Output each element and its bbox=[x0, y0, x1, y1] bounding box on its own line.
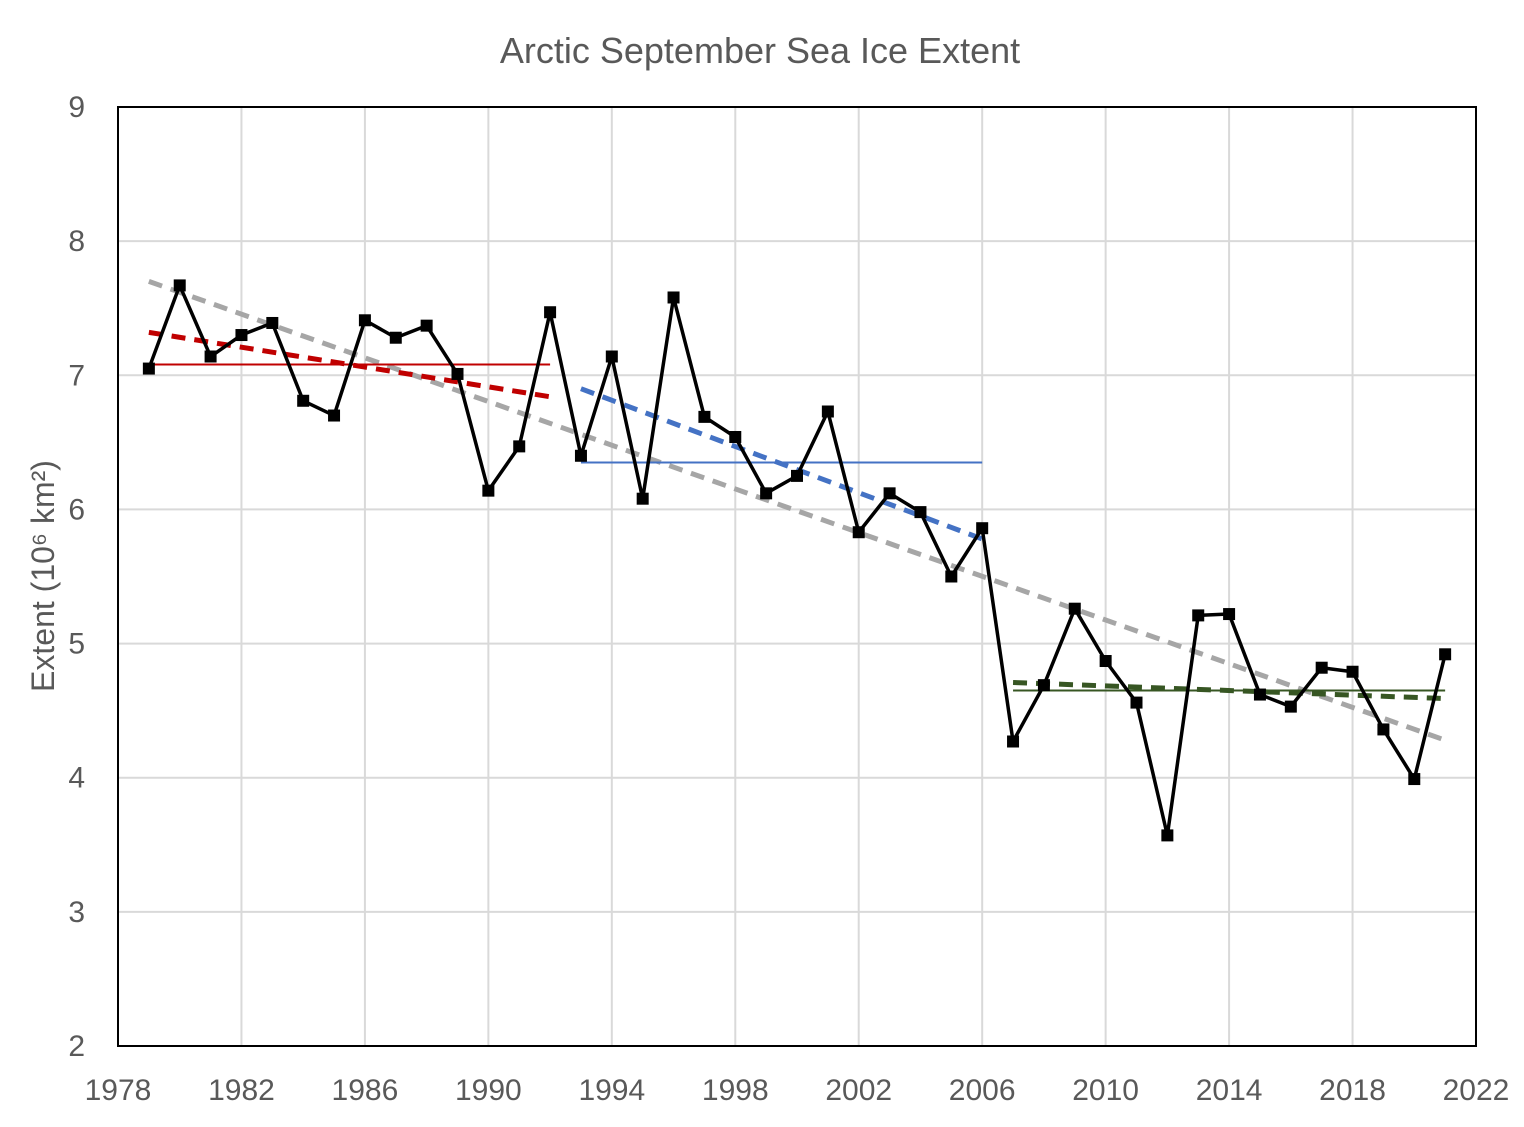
series-line bbox=[147, 283, 1447, 838]
data-point bbox=[729, 430, 742, 443]
data-point bbox=[513, 440, 526, 453]
y-tick-label: 5 bbox=[68, 628, 85, 661]
data-point bbox=[574, 449, 587, 462]
data-point bbox=[914, 506, 927, 519]
data-point bbox=[1253, 688, 1266, 701]
data-point bbox=[482, 484, 495, 497]
data-point bbox=[667, 291, 680, 304]
x-tick-label: 2006 bbox=[949, 1074, 1016, 1107]
y-tick-label: 7 bbox=[68, 359, 85, 392]
data-point bbox=[1037, 679, 1050, 692]
data-point bbox=[1068, 602, 1081, 615]
x-tick-label: 2022 bbox=[1443, 1074, 1510, 1107]
data-point bbox=[204, 350, 217, 363]
data-point bbox=[389, 331, 402, 344]
data-point bbox=[420, 319, 433, 332]
y-tick-label: 4 bbox=[68, 762, 85, 795]
data-point bbox=[1315, 661, 1328, 674]
data-point bbox=[976, 522, 989, 535]
data-point bbox=[235, 329, 248, 342]
data-point bbox=[544, 306, 557, 319]
data-point bbox=[297, 394, 310, 407]
y-tick-label: 9 bbox=[68, 91, 85, 124]
data-point bbox=[1408, 773, 1421, 786]
data-point bbox=[821, 405, 834, 418]
data-point bbox=[1223, 608, 1236, 621]
y-tick-label: 8 bbox=[68, 225, 85, 258]
y-tick-label: 3 bbox=[68, 896, 85, 929]
x-tick-label: 1986 bbox=[332, 1074, 399, 1107]
data-point bbox=[266, 316, 279, 329]
data-point bbox=[451, 367, 464, 380]
data-point bbox=[791, 469, 803, 482]
data-point bbox=[945, 570, 958, 583]
grid-layer bbox=[118, 107, 1476, 1046]
x-tick-label: 1982 bbox=[208, 1074, 275, 1107]
data-point bbox=[1284, 700, 1297, 713]
x-tick-label: 2010 bbox=[1072, 1074, 1139, 1107]
x-tick-label: 2018 bbox=[1319, 1074, 1386, 1107]
y-tick-label: 2 bbox=[68, 1030, 85, 1063]
data-point bbox=[1161, 829, 1174, 842]
data-point bbox=[698, 410, 711, 423]
data-point bbox=[760, 487, 773, 500]
data-point bbox=[173, 279, 186, 292]
x-tick-label: 1978 bbox=[85, 1074, 152, 1107]
plot-area bbox=[117, 106, 1477, 1047]
data-point bbox=[1377, 723, 1390, 736]
data-point bbox=[1099, 655, 1112, 668]
data-point bbox=[1192, 609, 1205, 622]
series-layer bbox=[142, 279, 1452, 842]
x-tick-label: 1998 bbox=[702, 1074, 769, 1107]
data-point bbox=[1130, 696, 1143, 709]
x-tick-label: 1990 bbox=[455, 1074, 522, 1107]
y-axis-label: Extent (10⁶ km²) bbox=[25, 460, 61, 692]
data-point bbox=[1007, 735, 1020, 748]
data-point bbox=[358, 314, 371, 327]
data-point bbox=[852, 526, 865, 539]
data-point bbox=[328, 409, 341, 422]
chart-title: Arctic September Sea Ice Extent bbox=[500, 30, 1020, 71]
x-tick-label: 2014 bbox=[1196, 1074, 1263, 1107]
data-point bbox=[1439, 648, 1452, 661]
x-tick-label: 2002 bbox=[825, 1074, 892, 1107]
data-point bbox=[636, 492, 649, 505]
y-tick-label: 6 bbox=[68, 493, 85, 526]
data-point bbox=[1346, 665, 1359, 678]
tick-layer: 1978 1982 1986 1990 1994 1998 2002 2006 2010 2014… bbox=[68, 91, 1509, 1107]
data-point bbox=[142, 362, 155, 375]
data-point bbox=[605, 350, 618, 363]
data-point bbox=[883, 487, 896, 500]
x-tick-label: 1994 bbox=[578, 1074, 645, 1107]
